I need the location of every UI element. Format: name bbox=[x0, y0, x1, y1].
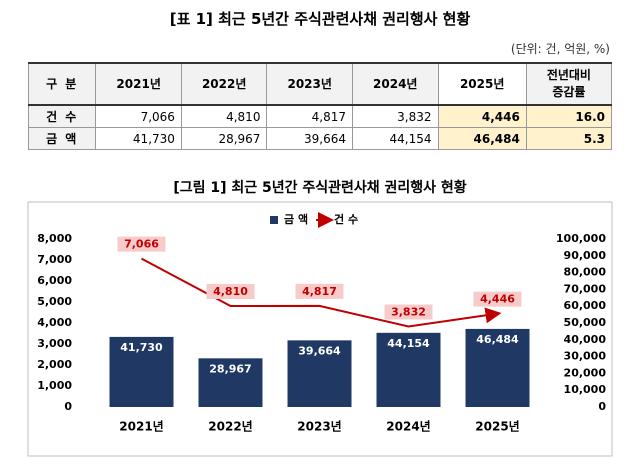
table-cell: 28,967 bbox=[180, 127, 268, 150]
label-box bbox=[384, 304, 433, 320]
header-cell: 2023년 bbox=[266, 62, 353, 106]
y2-tick-label: 0 bbox=[598, 400, 606, 413]
table-cell: 44,154 bbox=[351, 127, 439, 150]
line-label: 4,817 bbox=[302, 285, 337, 298]
table-row: 금 액 41,730 28,967 39,664 44,154 46,484 5.3 bbox=[27, 127, 613, 150]
bar-label: 41,730 bbox=[120, 341, 163, 354]
bar-label: 28,967 bbox=[209, 362, 251, 375]
header-cell: 2021년 bbox=[95, 62, 182, 106]
header-cell: 2022년 bbox=[180, 62, 268, 106]
y2-tick-label: 100,000 bbox=[556, 232, 606, 245]
table-cell: 7,066 bbox=[95, 104, 182, 128]
bar-label: 46,484 bbox=[476, 333, 519, 346]
header-row: 구 분 2021년 2022년 2023년 2024년 2025년 전년대비 증감률 bbox=[27, 62, 613, 106]
header-cell: 구 분 bbox=[27, 62, 97, 106]
bar-label: 44,154 bbox=[387, 337, 430, 350]
table-cell: 4,446 bbox=[437, 104, 527, 128]
y2-tick-label: 60,000 bbox=[564, 299, 607, 312]
y2-tick-label: 70,000 bbox=[564, 282, 607, 295]
line-label: 4,810 bbox=[213, 285, 248, 298]
header-cell: 2025년 bbox=[437, 62, 527, 106]
header-cell: 전년대비 증감률 bbox=[525, 62, 613, 106]
y-tick-label: 2,000 bbox=[37, 358, 72, 371]
y-tick-label: 5,000 bbox=[37, 295, 72, 308]
label-box bbox=[295, 283, 344, 299]
chart-frame bbox=[27, 201, 613, 457]
y-tick-label: 0 bbox=[64, 400, 72, 413]
x-tick-label: 2021년 bbox=[119, 420, 163, 434]
y-tick-label: 8,000 bbox=[37, 232, 72, 245]
unit-note: (단위: 건, 억원, %) bbox=[510, 42, 610, 56]
y2-tick-label: 10,000 bbox=[564, 383, 607, 396]
y-tick-label: 7,000 bbox=[37, 253, 72, 266]
y2-tick-label: 80,000 bbox=[564, 266, 607, 279]
label-box bbox=[206, 283, 255, 299]
y2-tick-label: 20,000 bbox=[564, 366, 607, 379]
chart-title: [그림 1] 최근 5년간 주식관련사채 권리행사 현황 bbox=[173, 179, 466, 196]
y-tick-label: 1,000 bbox=[37, 379, 72, 392]
y-tick-label: 4,000 bbox=[37, 316, 72, 329]
line-label: 7,066 bbox=[124, 238, 159, 251]
table-title: [표 1] 최근 5년간 주식관련사채 권리행사 현황 bbox=[169, 10, 471, 28]
x-tick-label: 2024년 bbox=[386, 420, 430, 434]
y2-tick-label: 50,000 bbox=[564, 316, 607, 329]
legend-label: 금 액 bbox=[284, 213, 308, 226]
legend-label: 건 수 bbox=[334, 212, 358, 226]
line-label: 3,832 bbox=[391, 306, 426, 319]
table-cell: 39,664 bbox=[266, 127, 353, 150]
table-cell: 41,730 bbox=[95, 127, 182, 150]
table-cell: 4,810 bbox=[180, 104, 268, 128]
bar bbox=[287, 340, 352, 407]
bar bbox=[376, 332, 441, 407]
label-box bbox=[117, 236, 166, 252]
header-cell: 2024년 bbox=[351, 62, 439, 106]
bar bbox=[109, 336, 174, 407]
table-cell: 46,484 bbox=[437, 127, 527, 150]
table-cell: 건 수 bbox=[27, 104, 97, 128]
label-box bbox=[473, 291, 522, 307]
table-cell: 5.3 bbox=[525, 127, 613, 150]
line bbox=[141, 257, 502, 328]
line-label: 4,446 bbox=[480, 293, 515, 306]
legend-swatch bbox=[270, 216, 278, 224]
table-cell: 16.0 bbox=[525, 104, 613, 128]
table-cell: 금 액 bbox=[27, 127, 97, 150]
y-tick-label: 3,000 bbox=[37, 337, 72, 350]
y2-tick-label: 40,000 bbox=[564, 333, 607, 346]
bar bbox=[465, 328, 530, 407]
x-tick-label: 2025년 bbox=[475, 420, 519, 434]
x-tick-label: 2022년 bbox=[208, 420, 252, 434]
x-tick-label: 2023년 bbox=[297, 420, 341, 434]
bar bbox=[198, 358, 263, 407]
y-tick-label: 6,000 bbox=[37, 274, 72, 287]
y2-tick-label: 30,000 bbox=[564, 350, 607, 363]
bar-label: 39,664 bbox=[298, 344, 341, 357]
y2-tick-label: 90,000 bbox=[564, 249, 607, 262]
